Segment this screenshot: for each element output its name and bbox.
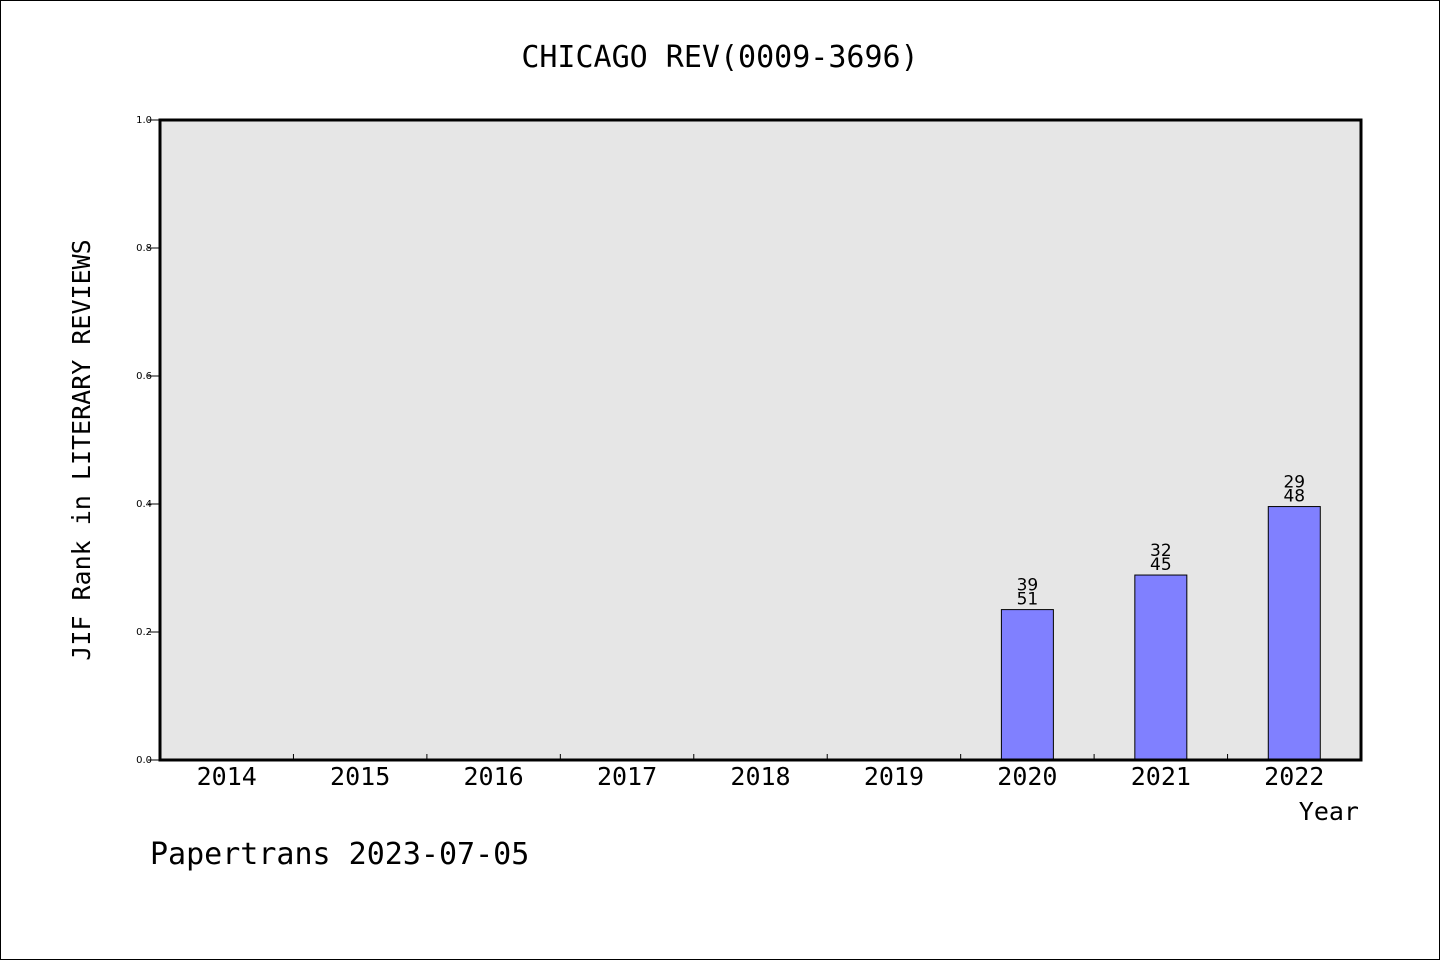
y-tick-label: 0.0 bbox=[136, 755, 152, 766]
bar-rank-label: 39 bbox=[1017, 576, 1039, 596]
bar bbox=[1134, 574, 1188, 761]
bar-total-label: 51 bbox=[1017, 590, 1039, 610]
y-axis-label: JIF Rank in LITERARY REVIEWS bbox=[67, 239, 96, 660]
bar-rank-label: 32 bbox=[1150, 541, 1172, 561]
x-tick-label: 2019 bbox=[864, 762, 924, 791]
bar-total-label: 48 bbox=[1283, 487, 1305, 507]
x-tick-label: 2015 bbox=[330, 762, 390, 791]
x-tick-label: 2014 bbox=[197, 762, 257, 791]
bar bbox=[1000, 609, 1054, 761]
x-axis-ticks: 2014 2015 2016 2017 2018 2019 2020 2021 2022 bbox=[197, 754, 1324, 791]
x-tick-label: 2020 bbox=[997, 762, 1057, 791]
y-tick-label: 0.4 bbox=[136, 499, 152, 510]
plot-border bbox=[158, 118, 1363, 762]
y-tick-label: 1.0 bbox=[136, 115, 152, 126]
bar-rank-label: 29 bbox=[1283, 473, 1305, 493]
x-tick-label: 2018 bbox=[730, 762, 790, 791]
bar bbox=[1267, 506, 1321, 761]
y-tick-label: 0.6 bbox=[136, 371, 152, 382]
y-tick-label: 0.8 bbox=[136, 243, 152, 254]
x-tick-label: 2016 bbox=[464, 762, 524, 791]
chart-title: CHICAGO REV(0009-3696) bbox=[521, 40, 918, 75]
y-tick-label: 0.2 bbox=[136, 627, 152, 638]
x-tick-label: 2021 bbox=[1131, 762, 1191, 791]
x-tick-label: 2017 bbox=[597, 762, 657, 791]
footer-text: Papertrans 2023-07-05 bbox=[150, 837, 529, 872]
x-axis-label: Year bbox=[1299, 797, 1359, 826]
x-tick-label: 2022 bbox=[1264, 762, 1324, 791]
bar-total-label: 45 bbox=[1150, 555, 1172, 575]
y-axis-ticks: 0.0 0.2 0.4 0.6 0.8 1.0 bbox=[136, 115, 160, 766]
